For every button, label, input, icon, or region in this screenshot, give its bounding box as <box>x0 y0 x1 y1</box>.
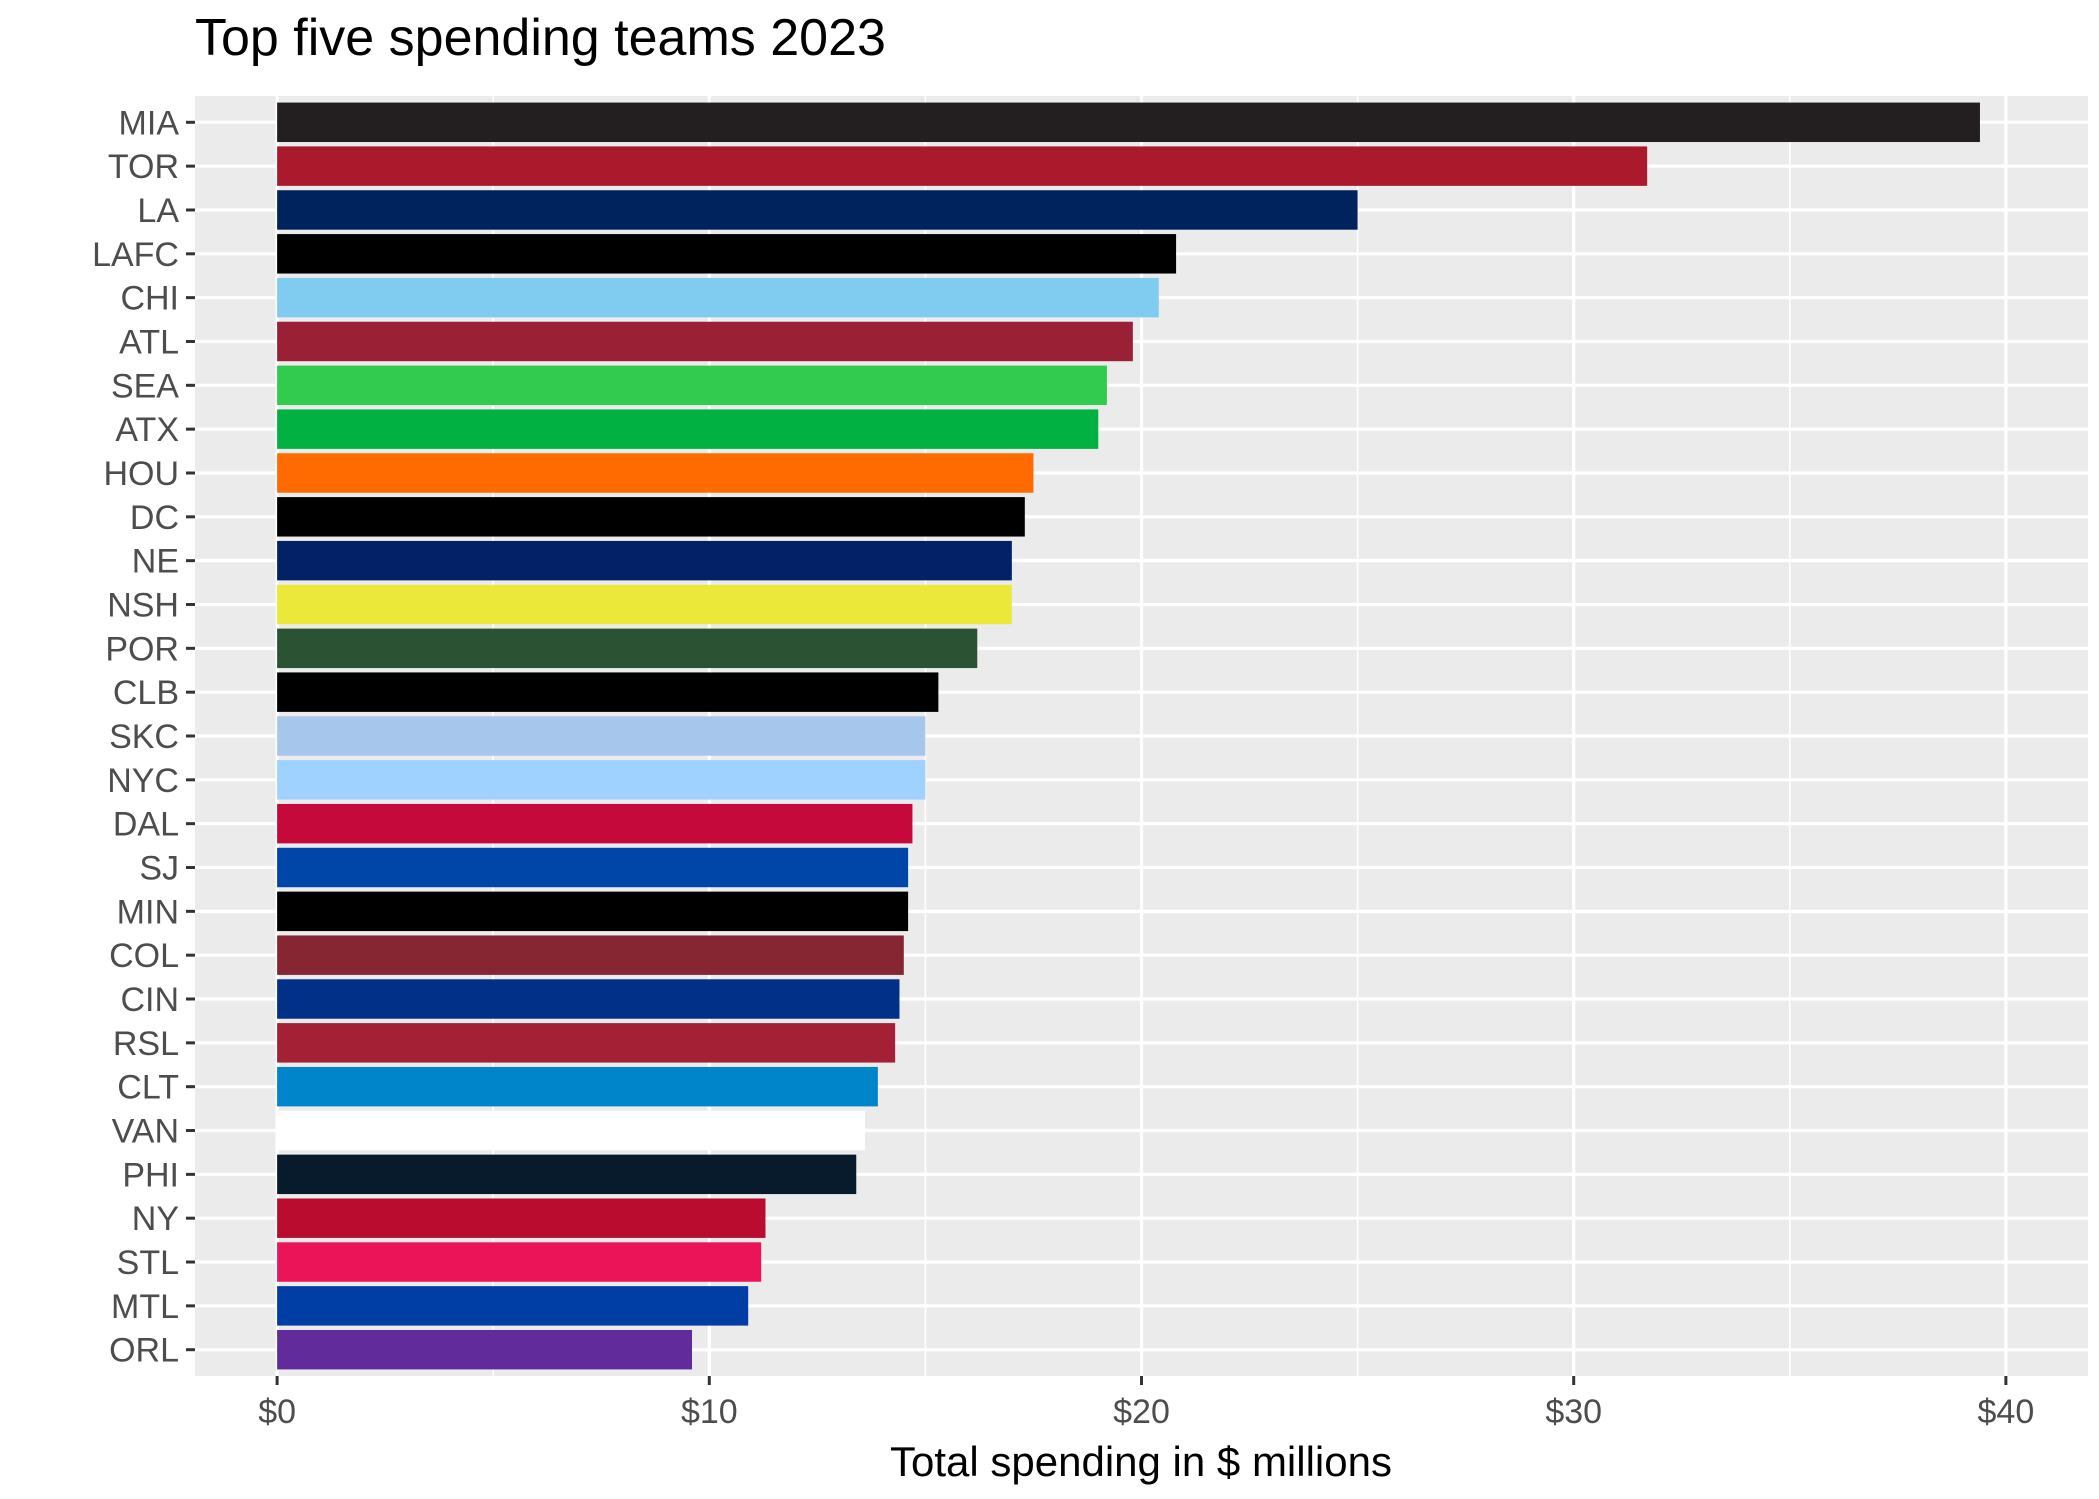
chart-title: Top five spending teams 2023 <box>195 9 886 67</box>
bar-lafc <box>277 234 1177 274</box>
x-tick-label: $10 <box>681 1393 738 1431</box>
y-tick-label: VAN <box>112 1113 179 1151</box>
bar-nsh <box>277 584 1012 625</box>
bar-ne <box>277 540 1012 581</box>
y-tick-label: ORL <box>109 1332 179 1370</box>
bar-tor <box>277 146 1648 186</box>
y-tick-label: COL <box>109 937 179 975</box>
y-tick-label: POR <box>105 630 179 668</box>
bar-nyc <box>277 760 926 800</box>
y-tick-label: SJ <box>139 850 179 888</box>
bar-mia <box>277 102 1980 143</box>
bar-por <box>277 628 978 669</box>
y-tick-label: SEA <box>111 367 179 405</box>
bar-orl <box>277 1329 693 1370</box>
bar-atx <box>277 409 1099 449</box>
y-tick-label: MIA <box>119 104 180 142</box>
y-tick-label: DC <box>130 499 179 537</box>
y-tick-label: HOU <box>103 455 179 493</box>
y-tick-label: CIN <box>120 981 179 1019</box>
x-tick-label: $0 <box>258 1393 296 1431</box>
bar-stl <box>277 1242 762 1282</box>
y-axis: MIA TOR LA LAFC CHI ATL SEA ATX HOU DC NE NSH POR CLB… <box>92 104 195 1370</box>
bar-chi <box>277 277 1159 318</box>
y-tick-label: CLB <box>113 674 179 712</box>
bar-ny <box>277 1198 766 1238</box>
y-tick-label: CHI <box>120 280 179 318</box>
bar-skc <box>277 716 926 756</box>
bar-phi <box>277 1154 857 1195</box>
y-tick-label: NYC <box>107 762 179 800</box>
y-tick-label: NSH <box>107 586 179 624</box>
y-tick-label: NY <box>132 1200 179 1238</box>
bar-mtl <box>277 1286 749 1326</box>
bar-sea <box>277 365 1107 406</box>
y-tick-label: PHI <box>122 1156 179 1194</box>
bar-min <box>277 891 909 932</box>
y-tick-label: RSL <box>113 1025 179 1063</box>
x-tick-label: $40 <box>1978 1393 2035 1431</box>
bar-hou <box>277 453 1034 493</box>
bar-atl <box>277 321 1133 362</box>
bar-rsl <box>277 1023 896 1063</box>
bar-clb <box>277 672 939 712</box>
y-tick-label: DAL <box>113 806 179 844</box>
y-tick-label: TOR <box>108 148 179 186</box>
y-tick-label: STL <box>117 1244 179 1282</box>
y-tick-label: NE <box>132 543 179 581</box>
x-axis: $0 $10 $20 $30 $40 <box>258 1376 2034 1431</box>
bars <box>277 102 1980 1370</box>
bar-cin <box>277 979 900 1019</box>
bar-sj <box>277 847 909 888</box>
y-tick-label: MTL <box>111 1288 179 1326</box>
y-tick-label: LAFC <box>92 236 179 274</box>
x-tick-label: $20 <box>1113 1393 1170 1431</box>
y-tick-label: CLT <box>117 1069 179 1107</box>
bar-dc <box>277 497 1025 537</box>
y-tick-label: SKC <box>109 718 179 756</box>
x-tick-label: $30 <box>1545 1393 1602 1431</box>
y-tick-label: ATL <box>119 323 179 361</box>
y-tick-label: LA <box>137 192 179 230</box>
bar-la <box>277 190 1358 230</box>
y-tick-label: MIN <box>117 893 179 931</box>
y-tick-label: ATX <box>115 411 179 449</box>
bar-dal <box>277 803 913 844</box>
bar-clt <box>277 1066 878 1107</box>
x-axis-title: Total spending in $ millions <box>890 1438 1392 1485</box>
bar-van <box>277 1110 865 1151</box>
bar-col <box>277 935 904 975</box>
